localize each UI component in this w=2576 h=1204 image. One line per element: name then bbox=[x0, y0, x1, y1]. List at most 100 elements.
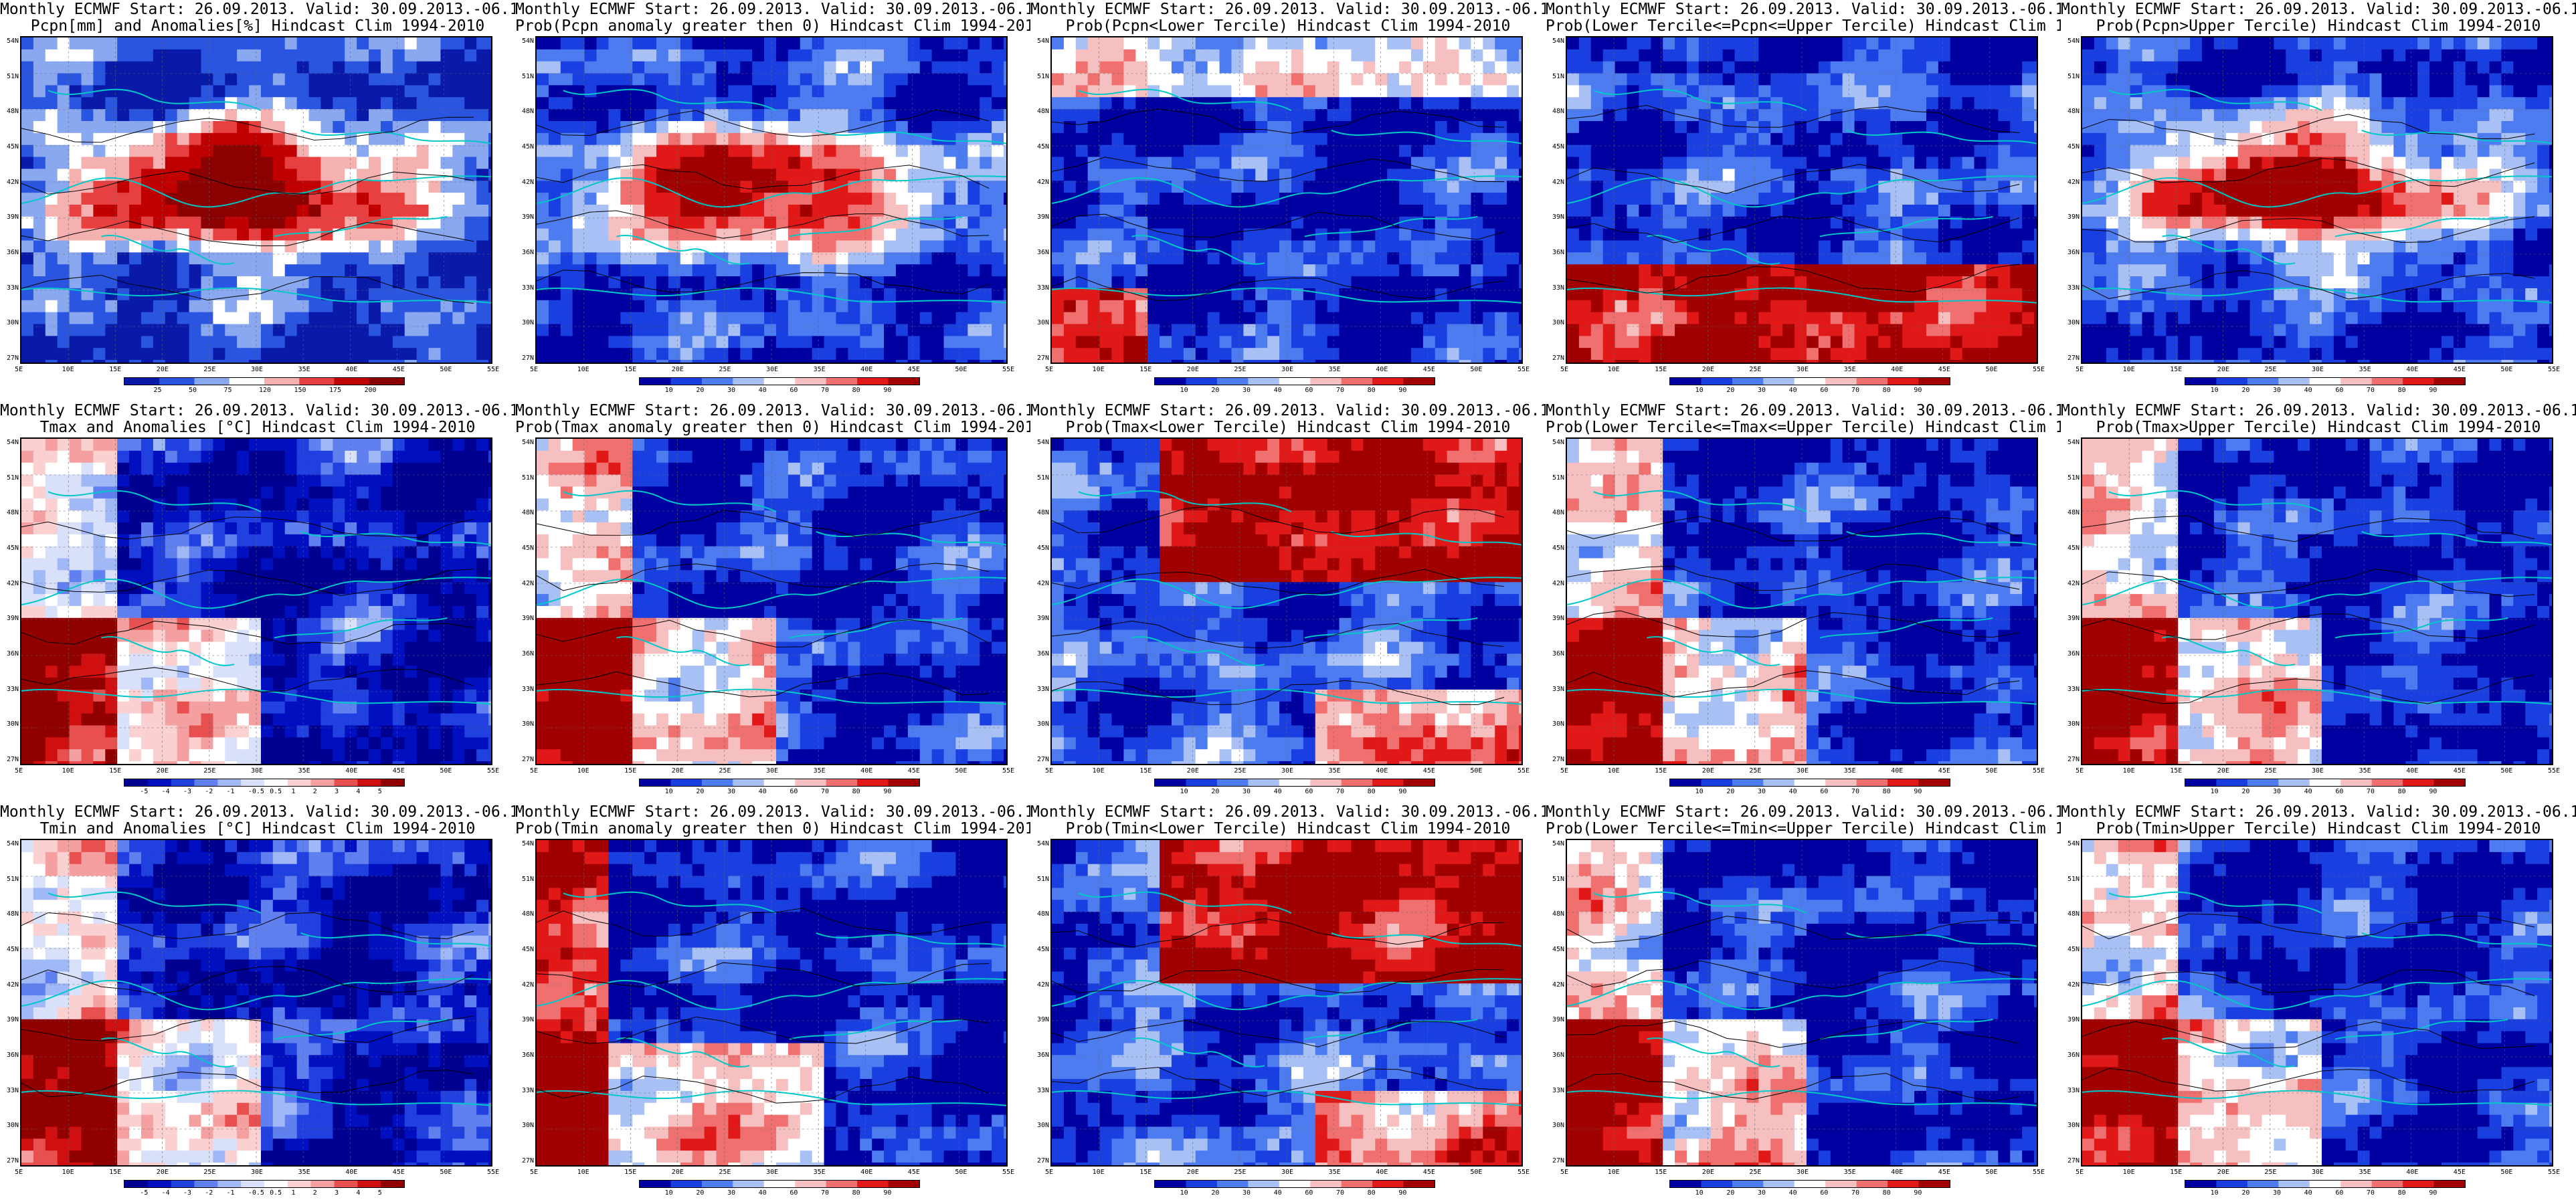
shade-cell bbox=[1746, 193, 1760, 205]
shade-cell bbox=[1818, 85, 1831, 98]
shade-cell bbox=[992, 157, 1005, 170]
shade-cell bbox=[596, 360, 610, 363]
shade-cell bbox=[392, 228, 405, 241]
shade-cell bbox=[225, 336, 238, 349]
shade-cell bbox=[1998, 204, 2011, 217]
shade-cell bbox=[1746, 360, 1760, 363]
shade-cell bbox=[1063, 61, 1077, 74]
shade-cell bbox=[1974, 132, 1987, 146]
shade-cell bbox=[105, 204, 118, 217]
shade-cell bbox=[1830, 193, 1843, 205]
shade-cell bbox=[260, 37, 274, 50]
shade-cell bbox=[716, 169, 729, 182]
shade-cell bbox=[57, 132, 70, 146]
shade-cell bbox=[668, 169, 681, 182]
shade-cell bbox=[1123, 336, 1137, 349]
shade-cell bbox=[596, 348, 610, 361]
shade-cell bbox=[225, 300, 238, 313]
shade-cell bbox=[1902, 61, 1916, 74]
shade-cell bbox=[1087, 73, 1101, 86]
shade-cell bbox=[1410, 85, 1424, 98]
shade-cell bbox=[1590, 252, 1604, 266]
shade-cell bbox=[369, 120, 381, 134]
panel-title-line2: Prob(Pcpn>Upper Tercile) Hindcast Clim 1… bbox=[2096, 18, 2541, 35]
shade-cell bbox=[980, 169, 993, 182]
shade-cell bbox=[129, 132, 142, 146]
shade-cell bbox=[2022, 169, 2035, 182]
lon-tick-label: 40E bbox=[345, 366, 358, 373]
shade-cell bbox=[1746, 169, 1760, 182]
shade-cell bbox=[1615, 360, 1628, 363]
shade-cell bbox=[272, 144, 286, 158]
shade-cell bbox=[260, 264, 274, 278]
shade-cell bbox=[1447, 264, 1460, 278]
shade-cell bbox=[1147, 336, 1161, 349]
shade-cell bbox=[919, 216, 933, 229]
shade-cell bbox=[1567, 120, 1580, 134]
shade-cell bbox=[1099, 97, 1113, 110]
shade-cell bbox=[1171, 228, 1184, 241]
shade-cell bbox=[1363, 324, 1376, 337]
shade-cell bbox=[249, 49, 262, 62]
shade-cell bbox=[1410, 109, 1424, 122]
shade-cell bbox=[704, 228, 717, 241]
shade-cell bbox=[1602, 120, 1616, 134]
shade-cell bbox=[548, 61, 561, 74]
shade-cell bbox=[440, 97, 454, 110]
shade-cell bbox=[872, 204, 885, 217]
shade-cell bbox=[1135, 216, 1149, 229]
contour-line bbox=[1052, 276, 1505, 302]
colorbar-swatch bbox=[1341, 378, 1373, 385]
shade-cell bbox=[1986, 264, 1999, 278]
shade-cell bbox=[1123, 109, 1137, 122]
shade-cell bbox=[357, 300, 370, 313]
shade-cell bbox=[1447, 193, 1460, 205]
shade-cell bbox=[728, 228, 741, 241]
shade-cell bbox=[1447, 336, 1460, 349]
shade-cell bbox=[1063, 73, 1077, 86]
shade-cell bbox=[1135, 109, 1149, 122]
shade-cell bbox=[1160, 97, 1172, 110]
shade-cell bbox=[1507, 169, 1520, 182]
shade-cell bbox=[1099, 288, 1113, 301]
shade-cell bbox=[237, 240, 250, 254]
shade-cell bbox=[1447, 300, 1460, 313]
shade-cell bbox=[740, 216, 753, 229]
shade-cell bbox=[2190, 73, 2203, 86]
shade-cell bbox=[1567, 360, 1580, 363]
shade-cell bbox=[1950, 288, 1963, 301]
shade-cell bbox=[992, 360, 1005, 363]
shade-cell bbox=[1099, 144, 1113, 158]
shade-cell bbox=[2213, 73, 2227, 86]
colorbar-swatch bbox=[369, 378, 404, 385]
lat-tick-label: 51N bbox=[521, 72, 534, 80]
shade-cell bbox=[1902, 193, 1916, 205]
panel-title: Monthly ECMWF Start: 26.09.2013. Valid: … bbox=[515, 1, 1030, 35]
shade-cell bbox=[21, 276, 34, 289]
shade-cell bbox=[1602, 144, 1616, 158]
shade-cell bbox=[1495, 37, 1508, 50]
shade-cell bbox=[1422, 61, 1436, 74]
shade-cell bbox=[1123, 73, 1137, 86]
shade-cell bbox=[716, 61, 729, 74]
shade-cell bbox=[2549, 85, 2552, 98]
shade-cell bbox=[584, 144, 597, 158]
shade-cell bbox=[895, 360, 909, 363]
shade-cell bbox=[2201, 37, 2215, 50]
shade-cell bbox=[1231, 61, 1245, 74]
shade-cell bbox=[1938, 216, 1951, 229]
lon-tick-label: 30E bbox=[1797, 366, 1809, 373]
shade-cell bbox=[333, 193, 346, 205]
shade-cell bbox=[2201, 49, 2215, 62]
shade-cell bbox=[284, 157, 298, 170]
shade-cell bbox=[848, 360, 861, 363]
shade-cell bbox=[728, 132, 741, 146]
shade-cell bbox=[2154, 85, 2167, 98]
shade-cell bbox=[1315, 360, 1328, 363]
colorbar bbox=[124, 377, 405, 385]
shade-cell bbox=[608, 336, 622, 349]
shade-cell bbox=[1422, 169, 1436, 182]
shade-cell bbox=[1698, 37, 1712, 50]
shade-cell bbox=[1746, 37, 1760, 50]
shade-cell bbox=[943, 49, 957, 62]
